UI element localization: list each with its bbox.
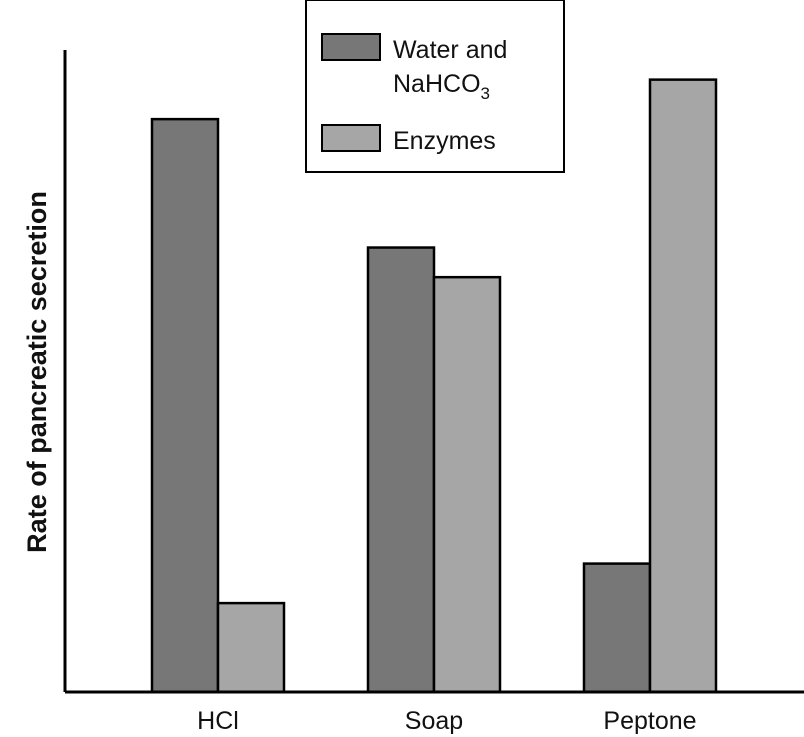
x-tick-label-soap: Soap (405, 707, 463, 735)
bars-group (150, 78, 718, 694)
bar-peptone-enzymes (648, 78, 718, 694)
bar-hcl-water-nahco3 (150, 117, 220, 694)
bar-hcl-enzymes (216, 601, 286, 694)
legend-swatch-water (321, 33, 381, 61)
x-tick-label-hcl: HCl (197, 707, 239, 735)
legend: Water and NaHCO3 Enzymes (305, 0, 565, 173)
bar-soap-enzymes (432, 275, 502, 694)
y-axis-label: Rate of pancreatic secretion (22, 191, 52, 553)
bar-peptone-water-nahco3 (582, 562, 652, 694)
bar-soap-water-nahco3 (366, 246, 436, 694)
legend-label-water: Water and NaHCO3 (393, 36, 507, 103)
legend-label-enzymes: Enzymes (393, 127, 496, 155)
x-tick-labels: HCl Soap Peptone (197, 707, 696, 735)
x-tick-label-peptone: Peptone (603, 707, 696, 735)
legend-swatch-enzymes (321, 124, 381, 152)
